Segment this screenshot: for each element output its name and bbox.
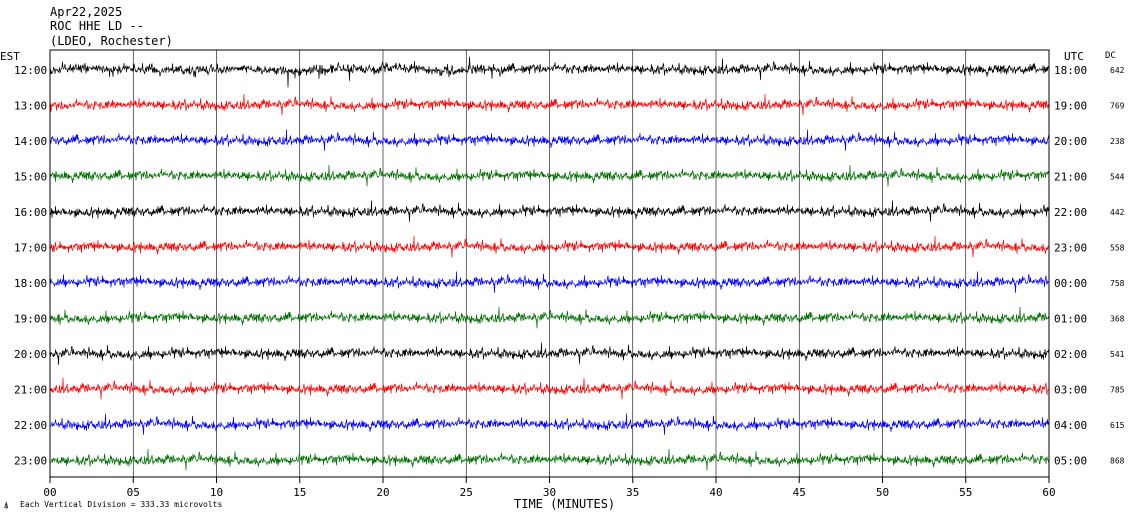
est-label: 19:00 bbox=[14, 313, 47, 326]
header-date: Apr22,2025 bbox=[50, 5, 122, 19]
x-axis-title: TIME (MINUTES) bbox=[514, 497, 615, 511]
est-hour-labels: 12:00 13:00 14:00 15:00 16:00 17:00 18:00 19:00… bbox=[14, 64, 47, 468]
x-tick-label: 55 bbox=[959, 486, 972, 499]
trace-line-1600 bbox=[49, 200, 1050, 222]
x-tick-label: 40 bbox=[709, 486, 722, 499]
dc-value: 769 bbox=[1110, 102, 1125, 111]
utc-label: 03:00 bbox=[1054, 384, 1087, 397]
grid-lines bbox=[132, 50, 967, 477]
dc-value: 238 bbox=[1110, 137, 1125, 146]
est-label: 20:00 bbox=[14, 348, 47, 361]
x-tick-label: 00 bbox=[43, 486, 56, 499]
utc-label: 20:00 bbox=[1054, 135, 1087, 148]
header-station: ROC HHE LD -- bbox=[50, 19, 144, 33]
x-tick-label: 50 bbox=[876, 486, 889, 499]
trace-line-2100 bbox=[49, 377, 1050, 400]
utc-hour-labels: 18:00 19:00 20:00 21:00 22:00 23:00 00:00 01:00… bbox=[1054, 64, 1087, 468]
x-tick-label: 35 bbox=[626, 486, 639, 499]
x-tick-label: 20 bbox=[376, 486, 389, 499]
trace-line-1300 bbox=[49, 93, 1050, 116]
dc-value: 541 bbox=[1110, 350, 1125, 359]
dc-value: 558 bbox=[1110, 244, 1125, 253]
trace-line-2200 bbox=[49, 413, 1050, 435]
utc-label: 00:00 bbox=[1054, 277, 1087, 290]
dc-header: DC bbox=[1105, 51, 1116, 61]
utc-label: 04:00 bbox=[1054, 419, 1087, 432]
x-tick-label: 05 bbox=[127, 486, 140, 499]
x-tick-label: 10 bbox=[210, 486, 223, 499]
x-axis-ticks: 00 05 10 15 20 25 30 35 40 45 50 55 60 bbox=[43, 477, 1056, 499]
utc-label: 21:00 bbox=[1054, 171, 1087, 184]
est-label: 16:00 bbox=[14, 206, 47, 219]
est-label: 14:00 bbox=[14, 135, 47, 148]
est-label: 21:00 bbox=[14, 384, 47, 397]
utc-label: 22:00 bbox=[1054, 206, 1087, 219]
dc-value: 544 bbox=[1110, 173, 1125, 182]
trace-line-1400 bbox=[49, 129, 1050, 151]
utc-label: 01:00 bbox=[1054, 313, 1087, 326]
scale-mark-icon: ⍋ bbox=[4, 501, 9, 510]
est-label: 17:00 bbox=[14, 242, 47, 255]
utc-label: 05:00 bbox=[1054, 455, 1087, 468]
utc-label: 19:00 bbox=[1054, 100, 1087, 113]
trace-line-2000 bbox=[49, 342, 1050, 365]
trace-line-2300 bbox=[49, 448, 1050, 471]
est-label: 23:00 bbox=[14, 455, 47, 468]
dc-value: 785 bbox=[1110, 386, 1125, 395]
scale-note: Each Vertical Division = 333.33 microvol… bbox=[20, 500, 222, 509]
dc-value: 758 bbox=[1110, 279, 1125, 288]
trace-line-1200 bbox=[49, 56, 1050, 88]
header-network: (LDEO, Rochester) bbox=[50, 34, 173, 48]
est-label: 18:00 bbox=[14, 277, 47, 290]
dc-value: 868 bbox=[1110, 457, 1125, 466]
x-tick-label: 15 bbox=[293, 486, 306, 499]
est-label: 13:00 bbox=[14, 100, 47, 113]
x-tick-label: 25 bbox=[460, 486, 473, 499]
dc-value: 442 bbox=[1110, 208, 1125, 217]
dc-values: 642 769 238 544 442 558 758 368 541 785 615 868 bbox=[1110, 66, 1125, 466]
est-label: 22:00 bbox=[14, 419, 47, 432]
trace-line-1900 bbox=[49, 306, 1050, 329]
x-tick-label: 60 bbox=[1042, 486, 1055, 499]
x-tick-label: 30 bbox=[543, 486, 556, 499]
trace-line-1800 bbox=[49, 271, 1050, 293]
left-zone-label: EST bbox=[0, 50, 20, 63]
trace-line-1700 bbox=[49, 235, 1050, 258]
dc-value: 615 bbox=[1110, 421, 1125, 430]
trace-group bbox=[49, 56, 1050, 471]
utc-label: 02:00 bbox=[1054, 348, 1087, 361]
utc-label: 23:00 bbox=[1054, 242, 1087, 255]
right-zone-label: UTC bbox=[1064, 50, 1084, 63]
est-label: 12:00 bbox=[14, 64, 47, 77]
dc-value: 642 bbox=[1110, 66, 1125, 75]
est-label: 15:00 bbox=[14, 171, 47, 184]
dc-value: 368 bbox=[1110, 315, 1125, 324]
x-tick-label: 45 bbox=[793, 486, 806, 499]
trace-line-1500 bbox=[49, 164, 1050, 187]
utc-label: 18:00 bbox=[1054, 64, 1087, 77]
